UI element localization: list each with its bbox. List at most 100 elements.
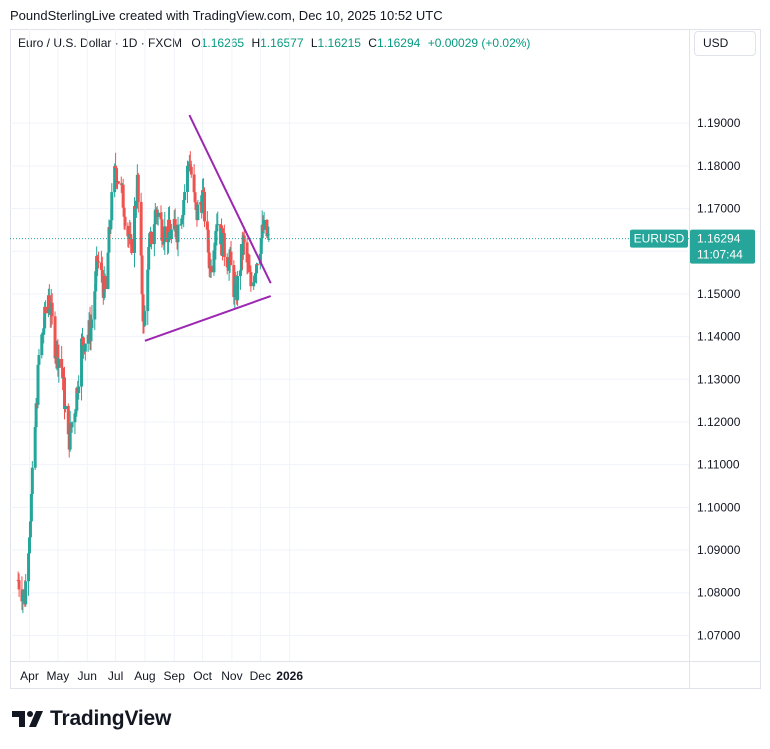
candle-body [176, 224, 180, 243]
candle-body [129, 234, 133, 239]
candle-body [122, 207, 126, 217]
candle-body [181, 215, 185, 219]
candle-body [90, 319, 94, 329]
candle-body [206, 229, 210, 253]
candle-body [229, 251, 233, 266]
candle-body [260, 224, 264, 239]
candle-body [54, 356, 58, 359]
candle-body [95, 255, 99, 272]
candle-body [66, 405, 70, 435]
candle-body [114, 166, 118, 169]
candle-body [99, 262, 103, 270]
candle-body [115, 168, 119, 182]
support-trendline[interactable] [144, 295, 272, 342]
candle-body [180, 218, 184, 225]
candle-body [255, 264, 259, 274]
candle-body [126, 225, 130, 237]
candle-body [194, 202, 198, 210]
candle-body [189, 166, 193, 175]
candle-body [56, 344, 60, 368]
candle-body [53, 316, 57, 359]
close-value: 1.16294 [376, 36, 421, 50]
candle-body [183, 191, 187, 200]
candle-body [70, 422, 74, 428]
y-tick-label: 1.08000 [697, 586, 741, 600]
candle-body [43, 306, 47, 329]
resistance-trendline[interactable] [188, 114, 272, 284]
y-tick-label: 1.18000 [697, 159, 741, 173]
candle-body [168, 219, 172, 233]
candle-body [33, 427, 37, 468]
candle-body [152, 224, 156, 245]
candle-body [121, 184, 125, 208]
candle-body [150, 231, 154, 245]
candle-body [248, 269, 252, 273]
candle-body [258, 253, 262, 265]
candle-body [266, 233, 270, 237]
tradingview-logo[interactable]: TradingView [12, 707, 171, 731]
y-tick-label: 1.12000 [697, 415, 741, 429]
candle-body [215, 224, 219, 232]
x-tick-label: Nov [221, 669, 242, 683]
candle-body [27, 553, 31, 582]
candle-body [202, 190, 206, 192]
chart-header: PoundSterlingLive created with TradingVi… [10, 8, 443, 23]
candle-body [212, 250, 216, 273]
x-tick-label: Jul [108, 669, 123, 683]
candle-body [103, 276, 107, 289]
candle-body [50, 302, 54, 317]
candle-body [249, 272, 253, 287]
candle-body [86, 334, 90, 344]
candle-body [247, 262, 251, 270]
candle-body [174, 225, 178, 238]
candle-body [253, 275, 257, 283]
x-tick-label: Oct [193, 669, 212, 683]
currency-button[interactable]: USD [694, 31, 756, 56]
y-tick-label: 1.14000 [697, 330, 741, 344]
high-value: 1.16577 [260, 36, 304, 50]
candle-body [60, 358, 64, 368]
candle-body [148, 238, 152, 248]
low-value: 1.16215 [317, 36, 361, 50]
candle-body [89, 328, 93, 341]
candle-body [227, 259, 231, 271]
close-label: C [368, 36, 377, 50]
candle-body [141, 294, 145, 322]
candle-body [107, 227, 111, 253]
candle-body [40, 334, 44, 356]
candle-body [169, 229, 173, 239]
candle-body [160, 219, 164, 241]
candle-body [163, 226, 167, 242]
candle-body [147, 247, 151, 270]
y-tick-label: 1.13000 [697, 372, 741, 386]
candle-body [133, 205, 137, 253]
y-tick-label: 1.15000 [697, 287, 741, 301]
candle-body [41, 333, 45, 335]
candle-body [233, 285, 237, 298]
y-tick-label: 1.11000 [697, 458, 740, 472]
tradingview-wordmark: TradingView [50, 707, 172, 730]
candle-body [222, 233, 226, 257]
candle-body [30, 467, 34, 495]
candle-body [254, 273, 258, 276]
candle-body [262, 219, 266, 230]
symbol-legend[interactable]: Euro / U.S. Dollar · 1D · FXCM O1.16265 … [18, 36, 530, 50]
candle-body [37, 355, 41, 365]
low-label: L [310, 36, 318, 50]
candle-body [81, 337, 85, 346]
candle-body [192, 174, 196, 193]
candle-body [186, 164, 190, 166]
candle-body [205, 221, 209, 230]
candle-body [106, 252, 110, 289]
candle-body [68, 423, 72, 450]
candle-body [97, 261, 101, 263]
candle-body [44, 306, 48, 314]
candle-body [139, 201, 143, 256]
candle-body [63, 377, 67, 409]
last-price-tag [690, 229, 755, 264]
candle-body [252, 282, 256, 287]
candle-body [134, 202, 138, 209]
candle-body [232, 265, 236, 298]
symbol-name[interactable]: Euro / U.S. Dollar · 1D · FXCM [18, 36, 183, 50]
